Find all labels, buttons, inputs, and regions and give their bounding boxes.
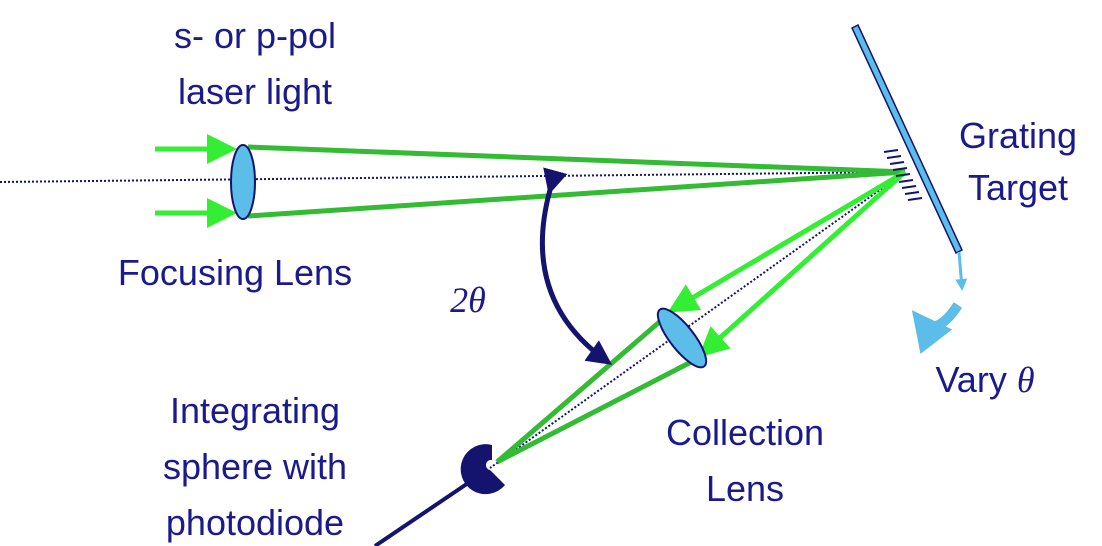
label: Integrating (170, 390, 340, 431)
vary-label: Vary θ (935, 359, 1034, 400)
angle-arrow (539, 167, 613, 365)
label: s- or p-pol (174, 15, 336, 56)
focusing-lens (230, 144, 256, 220)
rotation-arrow (911, 302, 963, 354)
label: photodiode (166, 502, 344, 543)
reflected-beam (698, 170, 907, 358)
grating (851, 23, 968, 291)
beam (495, 316, 666, 464)
beam (495, 357, 697, 465)
label: θ (468, 280, 486, 320)
reflected-beam (667, 169, 907, 313)
label: Grating (959, 115, 1077, 156)
detector (373, 444, 505, 546)
label: Vary (935, 359, 1006, 400)
label: Focusing Lens (118, 252, 352, 293)
label: Target (968, 167, 1068, 208)
label: θ (1017, 360, 1035, 400)
optical-axis (0, 171, 906, 183)
reflected-axis (489, 171, 906, 469)
label: 2 (450, 280, 468, 320)
label: Collection (666, 412, 824, 453)
angle-label: 2θ (450, 280, 486, 320)
beam (247, 144, 906, 175)
label: laser light (178, 71, 332, 112)
beam (247, 169, 906, 219)
label: sphere with (163, 446, 347, 487)
label: Lens (706, 468, 784, 509)
collection-lens (656, 307, 708, 369)
